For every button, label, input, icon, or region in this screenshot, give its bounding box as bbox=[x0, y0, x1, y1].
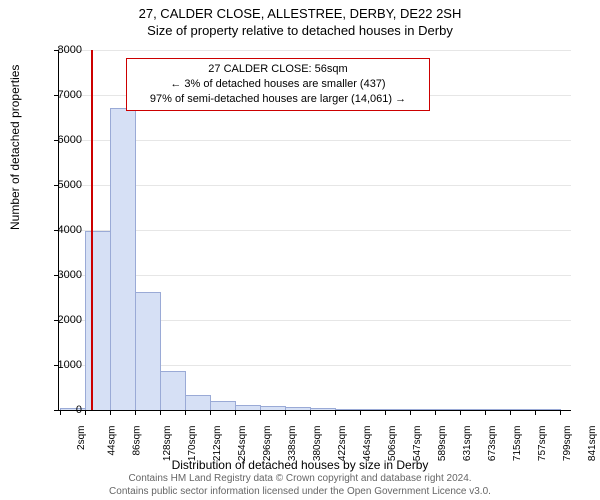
histogram-bar bbox=[485, 409, 511, 411]
chart-container: 27, CALDER CLOSE, ALLESTREE, DERBY, DE22… bbox=[0, 0, 600, 500]
ytick-label: 0 bbox=[42, 404, 82, 416]
ytick-label: 1000 bbox=[42, 359, 82, 371]
y-axis-label: Number of detached properties bbox=[8, 65, 22, 230]
histogram-bar bbox=[335, 409, 361, 411]
xtick-label: 715sqm bbox=[512, 426, 523, 462]
chart-subtitle: Size of property relative to detached ho… bbox=[0, 21, 600, 38]
xtick-mark bbox=[260, 410, 261, 415]
histogram-bar bbox=[185, 395, 211, 410]
ytick-label: 7000 bbox=[42, 89, 82, 101]
annotation-line-2: ← 3% of detached houses are smaller (437… bbox=[133, 77, 423, 92]
xtick-label: 254sqm bbox=[237, 426, 248, 462]
xtick-mark bbox=[360, 410, 361, 415]
xtick-label: 212sqm bbox=[212, 426, 223, 462]
marker-line bbox=[91, 50, 93, 410]
histogram-bar bbox=[310, 408, 336, 410]
annotation-box: 27 CALDER CLOSE: 56sqm ← 3% of detached … bbox=[126, 58, 430, 111]
xtick-mark bbox=[460, 410, 461, 415]
histogram-bar bbox=[435, 409, 461, 411]
xtick-label: 757sqm bbox=[537, 426, 548, 462]
xtick-mark bbox=[285, 410, 286, 415]
xtick-label: 338sqm bbox=[287, 426, 298, 462]
gridline bbox=[59, 50, 571, 51]
chart-area: 2sqm44sqm86sqm128sqm170sqm212sqm254sqm29… bbox=[58, 50, 570, 410]
footer: Contains HM Land Registry data © Crown c… bbox=[0, 472, 600, 498]
histogram-bar bbox=[210, 401, 236, 410]
xtick-mark bbox=[235, 410, 236, 415]
ytick-label: 2000 bbox=[42, 314, 82, 326]
histogram-bar bbox=[260, 406, 286, 410]
histogram-bar bbox=[285, 407, 311, 410]
histogram-bar bbox=[535, 409, 561, 411]
xtick-label: 506sqm bbox=[387, 426, 398, 462]
xtick-label: 631sqm bbox=[462, 426, 473, 462]
ytick-label: 6000 bbox=[42, 134, 82, 146]
xtick-label: 799sqm bbox=[562, 426, 573, 462]
chart-title: 27, CALDER CLOSE, ALLESTREE, DERBY, DE22… bbox=[0, 0, 600, 21]
histogram-bar bbox=[360, 409, 386, 411]
xtick-mark bbox=[535, 410, 536, 415]
xtick-label: 422sqm bbox=[337, 426, 348, 462]
histogram-bar bbox=[85, 231, 111, 410]
xtick-mark bbox=[310, 410, 311, 415]
annotation-line-3: 97% of semi-detached houses are larger (… bbox=[133, 92, 423, 107]
histogram-bar bbox=[385, 409, 411, 411]
ytick-label: 3000 bbox=[42, 269, 82, 281]
xtick-mark bbox=[335, 410, 336, 415]
xtick-mark bbox=[435, 410, 436, 415]
histogram-bar bbox=[510, 409, 536, 411]
ytick-label: 5000 bbox=[42, 179, 82, 191]
histogram-bar bbox=[410, 409, 436, 411]
footer-line-1: Contains HM Land Registry data © Crown c… bbox=[0, 472, 600, 485]
xtick-label: 2sqm bbox=[76, 426, 87, 450]
annotation-line-1: 27 CALDER CLOSE: 56sqm bbox=[133, 62, 423, 77]
xtick-mark bbox=[135, 410, 136, 415]
xtick-label: 296sqm bbox=[262, 426, 273, 462]
xtick-label: 170sqm bbox=[187, 426, 198, 462]
histogram-bar bbox=[460, 409, 486, 411]
footer-line-2: Contains public sector information licen… bbox=[0, 485, 600, 498]
xtick-label: 380sqm bbox=[312, 426, 323, 462]
xtick-mark bbox=[185, 410, 186, 415]
xtick-mark bbox=[385, 410, 386, 415]
xtick-mark bbox=[485, 410, 486, 415]
xtick-label: 44sqm bbox=[107, 426, 118, 456]
xtick-mark bbox=[110, 410, 111, 415]
xtick-mark bbox=[210, 410, 211, 415]
xtick-mark bbox=[560, 410, 561, 415]
xtick-label: 128sqm bbox=[162, 426, 173, 462]
ytick-label: 8000 bbox=[42, 44, 82, 56]
histogram-bar bbox=[160, 371, 186, 410]
xtick-label: 547sqm bbox=[412, 426, 423, 462]
xtick-mark bbox=[85, 410, 86, 415]
xtick-label: 86sqm bbox=[132, 426, 143, 456]
xtick-mark bbox=[410, 410, 411, 415]
xtick-mark bbox=[160, 410, 161, 415]
xtick-label: 673sqm bbox=[487, 426, 498, 462]
histogram-bar bbox=[235, 405, 261, 411]
xtick-mark bbox=[510, 410, 511, 415]
xtick-label: 841sqm bbox=[587, 426, 598, 462]
xtick-label: 464sqm bbox=[362, 426, 373, 462]
xtick-label: 589sqm bbox=[437, 426, 448, 462]
histogram-bar bbox=[110, 108, 136, 411]
x-axis-label: Distribution of detached houses by size … bbox=[0, 458, 600, 472]
ytick-label: 4000 bbox=[42, 224, 82, 236]
histogram-bar bbox=[135, 292, 161, 410]
